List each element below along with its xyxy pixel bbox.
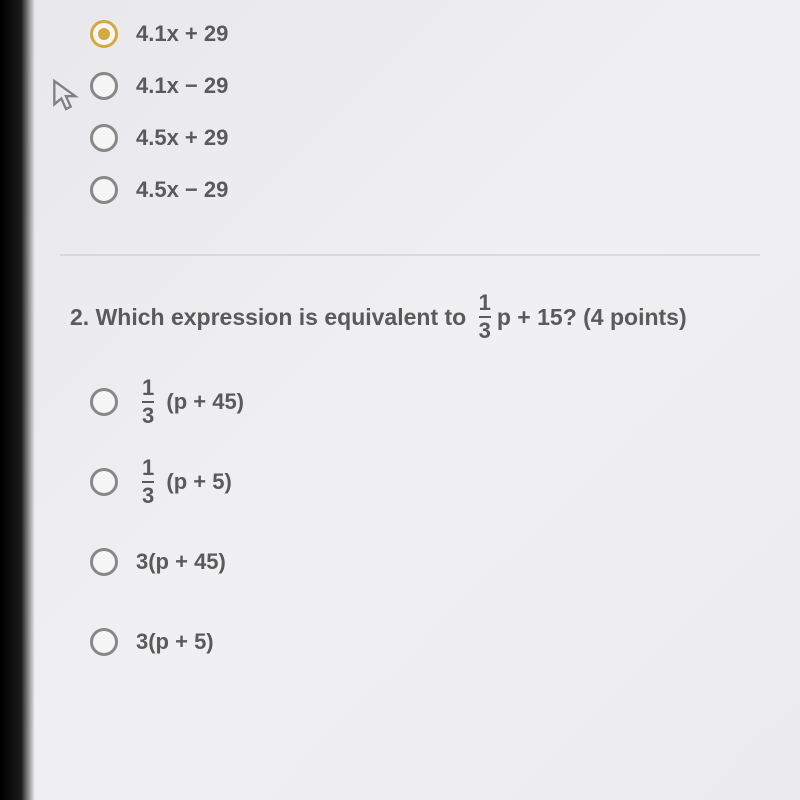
question-2: 2. Which expression is equivalent to 1 3… xyxy=(90,292,760,668)
option-label: (p + 5) xyxy=(166,469,231,495)
question-2-prompt: 2. Which expression is equivalent to 1 3… xyxy=(70,292,760,342)
question-divider xyxy=(60,254,760,256)
option-label: 4.5x − 29 xyxy=(136,177,228,203)
option-label: 4.5x + 29 xyxy=(136,125,228,151)
radio-icon[interactable] xyxy=(90,124,118,152)
option-label: (p + 45) xyxy=(166,389,244,415)
prompt-text-after: p + 15? (4 points) xyxy=(497,304,687,331)
prompt-text-before: Which expression is equivalent to xyxy=(96,304,467,331)
question-number: 2. xyxy=(70,304,89,331)
q1-option-d[interactable]: 4.5x − 29 xyxy=(90,176,760,204)
quiz-content: 4.1x + 29 4.1x − 29 4.5x + 29 4.5x − 29 … xyxy=(0,0,800,716)
q2-option-c[interactable]: 3(p + 45) xyxy=(90,536,760,588)
option-fraction: 1 3 xyxy=(142,377,154,427)
radio-icon[interactable] xyxy=(90,548,118,576)
prompt-fraction: 1 3 xyxy=(479,292,491,342)
option-label: 3(p + 45) xyxy=(136,549,226,575)
option-label: 4.1x − 29 xyxy=(136,73,228,99)
radio-icon[interactable] xyxy=(90,72,118,100)
q2-option-d[interactable]: 3(p + 5) xyxy=(90,616,760,668)
option-label: 3(p + 5) xyxy=(136,629,214,655)
q1-option-c[interactable]: 4.5x + 29 xyxy=(90,124,760,152)
q1-option-b[interactable]: 4.1x − 29 xyxy=(90,72,760,100)
radio-icon[interactable] xyxy=(90,388,118,416)
radio-icon[interactable] xyxy=(90,468,118,496)
option-label: 4.1x + 29 xyxy=(136,21,228,47)
q2-option-a[interactable]: 1 3 (p + 45) xyxy=(90,376,760,428)
q2-option-b[interactable]: 1 3 (p + 5) xyxy=(90,456,760,508)
radio-selected-icon[interactable] xyxy=(90,20,118,48)
question-1-options: 4.1x + 29 4.1x − 29 4.5x + 29 4.5x − 29 xyxy=(90,20,760,204)
radio-icon[interactable] xyxy=(90,628,118,656)
q1-option-a[interactable]: 4.1x + 29 xyxy=(90,20,760,48)
radio-icon[interactable] xyxy=(90,176,118,204)
option-fraction: 1 3 xyxy=(142,457,154,507)
screen-edge xyxy=(0,0,35,800)
